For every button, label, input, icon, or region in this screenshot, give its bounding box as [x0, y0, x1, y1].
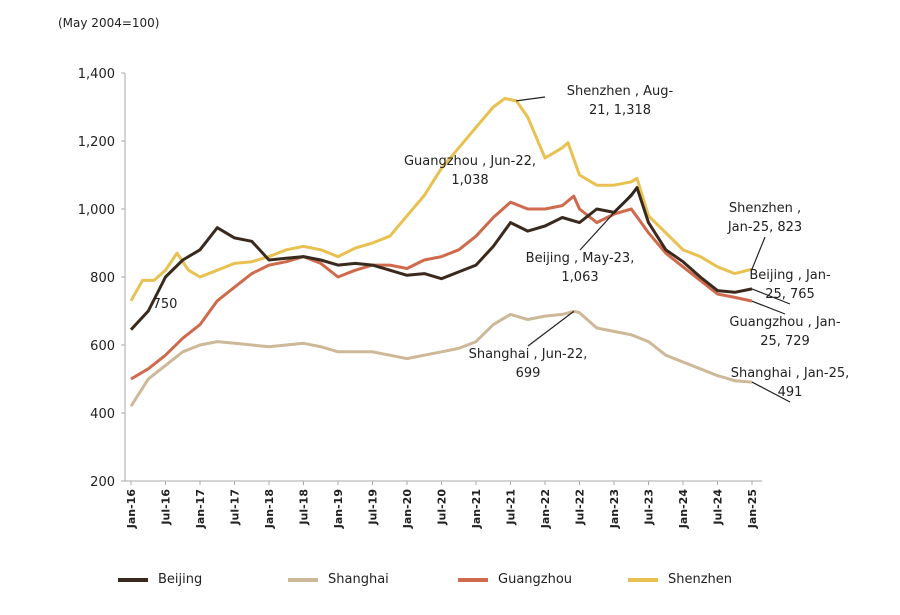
series-line-shanghai: [129, 309, 753, 408]
x-tick-label: Jan-21: [470, 489, 483, 529]
annotation-leader-line: [751, 381, 791, 403]
x-tick-label: Jul-18: [298, 489, 311, 526]
annotation-label: 750: [153, 297, 178, 312]
x-tick-label: Jan-25: [746, 489, 759, 529]
annotation-label: 1,063: [561, 270, 598, 285]
x-tick-label: Jul-17: [229, 489, 242, 526]
x-tick-label: Jul-24: [712, 489, 725, 526]
legend-item-shenzhen: Shenzhen: [628, 572, 798, 587]
annotation-label: Shenzhen , Aug-: [567, 84, 674, 99]
y-tick-label: 600: [90, 339, 115, 354]
x-tick-label: Jan-22: [539, 489, 552, 529]
series-line-beijing: [129, 186, 753, 331]
x-tick-label: Jul-16: [160, 489, 173, 526]
annotation-label: Guangzhou , Jan-: [729, 315, 840, 330]
x-tick-label: Jul-22: [574, 489, 587, 526]
annotation-label: Beijing , Jan-: [749, 268, 831, 283]
annotation-leader-line: [751, 300, 786, 315]
annotation-label: 25, 729: [760, 334, 810, 349]
annotation-leader-line: [579, 187, 638, 251]
annotation-label: 25, 765: [765, 287, 815, 302]
annotation-leader-line: [751, 236, 766, 270]
legend-swatch: [118, 577, 148, 582]
annotation-label: 699: [516, 366, 541, 381]
y-tick-label: 1,000: [78, 203, 115, 218]
annotation-leader-line: [527, 310, 575, 347]
x-tick-label: Jul-23: [643, 489, 656, 526]
annotation-label: 1,038: [451, 173, 488, 188]
legend-label: Guangzhou: [498, 572, 573, 587]
annotation-label: Beijing , May-23,: [526, 251, 635, 266]
x-tick-label: Jul-19: [367, 489, 380, 526]
legend-swatch: [458, 577, 488, 582]
legend-swatch: [288, 577, 318, 582]
y-tick-label: 1,200: [78, 135, 115, 150]
x-tick-label: Jan-23: [608, 489, 621, 529]
x-tick-label: Jan-17: [194, 489, 207, 529]
annotation-label: Shenzhen ,: [729, 201, 801, 216]
annotation-label: Shanghai , Jan-25,: [731, 366, 850, 381]
x-tick-label: Jan-20: [401, 489, 414, 530]
annotation-label: 491: [778, 385, 803, 400]
legend-item-guangzhou: Guangzhou: [458, 572, 628, 587]
annotation-label: 21, 1,318: [589, 103, 651, 118]
legend-label: Shenzhen: [668, 572, 733, 587]
legend: Beijing Shanghai Guangzhou Shenzhen: [118, 572, 798, 587]
legend-label: Shanghai: [328, 572, 389, 587]
y-tick-label: 200: [90, 475, 115, 490]
legend-swatch: [628, 577, 658, 582]
series-line-shenzhen: [129, 97, 753, 302]
annotation-label: Shanghai , Jun-22,: [469, 347, 588, 362]
x-tick-label: Jan-18: [263, 489, 276, 529]
annotation-label: Guangzhou , Jun-22,: [404, 154, 536, 169]
annotation-label: Jan-25, 823: [727, 220, 802, 235]
x-tick-label: Jan-24: [677, 489, 690, 530]
legend-item-beijing: Beijing: [118, 572, 288, 587]
legend-item-shanghai: Shanghai: [288, 572, 458, 587]
annotation-leader-line: [751, 288, 791, 305]
y-tick-label: 800: [90, 271, 115, 286]
series-line-guangzhou: [130, 194, 753, 381]
x-tick-label: Jul-21: [505, 489, 518, 526]
annotation-leader-line: [516, 96, 546, 102]
y-axis-unit-label: (May 2004=100): [58, 16, 160, 30]
x-tick-label: Jul-20: [436, 489, 449, 526]
legend-label: Beijing: [158, 572, 203, 587]
y-tick-label: 1,400: [78, 67, 115, 82]
y-tick-label: 400: [90, 407, 115, 422]
x-tick-label: Jan-19: [332, 489, 345, 529]
x-tick-label: Jan-16: [125, 489, 138, 530]
